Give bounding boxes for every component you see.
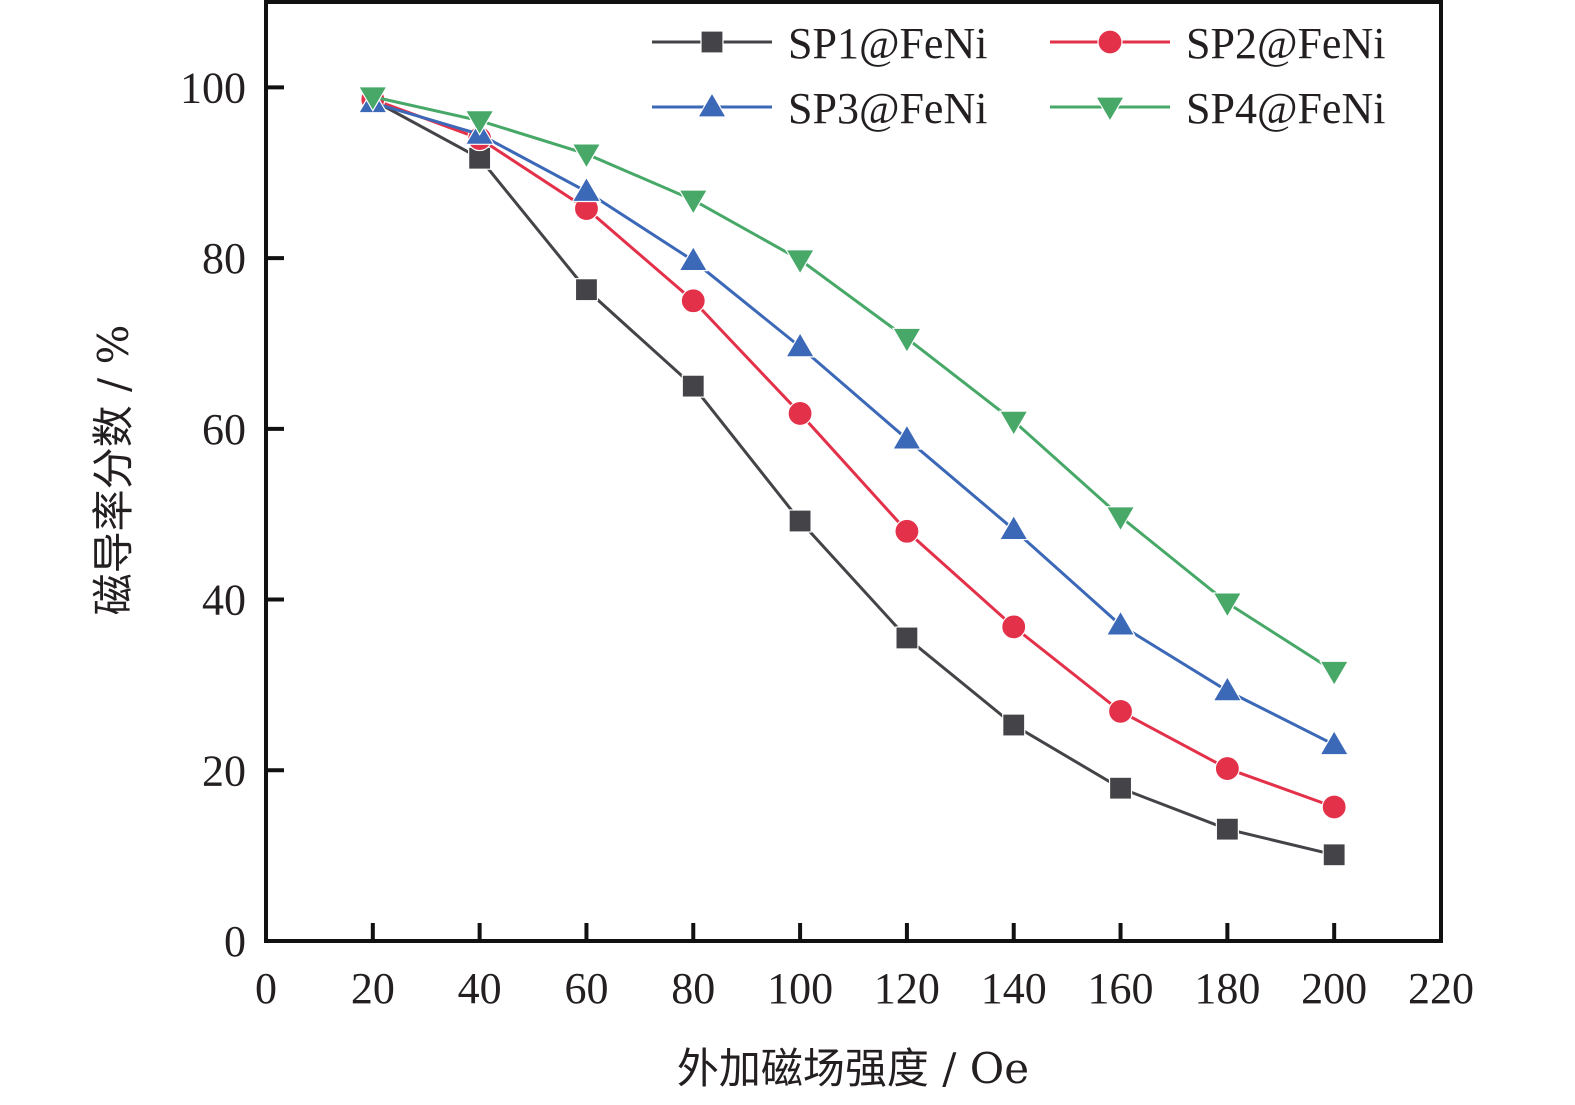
legend-marker [1094, 96, 1126, 123]
series-line [372, 95, 1335, 673]
legend-label: SP4@FeNi [1186, 84, 1385, 133]
legend-marker [700, 30, 724, 54]
data-point [1212, 675, 1243, 702]
y-tick-label: 80 [202, 234, 246, 283]
data-point [681, 374, 705, 398]
legend-marker [1097, 29, 1123, 55]
x-tick-label: 100 [767, 964, 833, 1013]
plot-frame [264, 0, 1443, 943]
series-sp1-feni [361, 88, 1346, 867]
data-point [1321, 794, 1347, 820]
x-tick-label: 200 [1301, 964, 1367, 1013]
ticks-layer: 0 20 40 60 80 100 120 140 160 180 200 220 0 20 40 60 80 1… [180, 63, 1474, 1013]
data-point [787, 400, 813, 427]
data-point [1319, 729, 1350, 756]
data-point [1319, 660, 1350, 687]
data-point [357, 86, 388, 112]
data-point [1105, 506, 1136, 532]
y-axis-title: 磁导率分数 / % [89, 325, 138, 616]
legend-label: SP3@FeNi [788, 84, 987, 133]
data-point [785, 331, 816, 358]
x-tick-label: 0 [255, 964, 277, 1013]
data-point [1001, 614, 1027, 640]
data-point [571, 176, 602, 203]
y-tick-label: 20 [202, 746, 246, 795]
x-tick-label: 180 [1194, 964, 1260, 1013]
data-point [785, 249, 816, 275]
legend: SP1@FeNi SP2@FeNi SP3@FeNi SP4@FeNi [652, 19, 1385, 133]
x-tick-label: 160 [1088, 964, 1154, 1013]
y-tick-label: 40 [202, 576, 246, 625]
data-point [1214, 755, 1240, 782]
data-point [1108, 776, 1133, 800]
data-point [1002, 713, 1026, 737]
data-point [1212, 592, 1243, 619]
y-tick-label: 100 [180, 63, 246, 112]
data-point [678, 189, 709, 216]
data-point [895, 626, 919, 650]
data-point [571, 143, 602, 170]
data-point [1215, 817, 1239, 841]
y-tick-label: 0 [224, 917, 246, 966]
legend-marker [696, 91, 728, 118]
legend-item: SP2@FeNi [1050, 19, 1385, 68]
data-point [891, 423, 922, 450]
series-sp4-feni [357, 86, 1350, 687]
series-layer [357, 86, 1350, 867]
data-point [574, 278, 599, 302]
data-point [680, 288, 706, 314]
x-tick-label: 120 [874, 964, 940, 1013]
data-point [1322, 843, 1346, 867]
data-point [788, 509, 812, 533]
data-point [998, 410, 1029, 437]
x-tick-label: 140 [981, 964, 1047, 1013]
series-line [372, 98, 1335, 857]
data-point [464, 110, 495, 136]
x-tick-label: 60 [564, 964, 608, 1013]
legend-item: SP4@FeNi [1050, 84, 1385, 133]
x-tick-label: 40 [458, 964, 502, 1013]
data-point [891, 327, 922, 354]
data-point [894, 518, 920, 544]
legend-label: SP2@FeNi [1186, 19, 1385, 68]
data-point [678, 245, 709, 272]
x-tick-label: 220 [1408, 964, 1474, 1013]
series-sp2-feni [360, 86, 1347, 820]
x-tick-label: 80 [671, 964, 715, 1013]
series-line [372, 97, 1335, 809]
series-line [372, 101, 1335, 747]
legend-label: SP1@FeNi [788, 19, 987, 68]
data-point [1107, 698, 1134, 724]
data-point [1105, 609, 1136, 636]
x-axis-title: 外加磁场强度 / Oe [677, 1044, 1029, 1093]
y-tick-label: 60 [202, 405, 246, 454]
series-sp3-feni [357, 87, 1350, 756]
legend-item: SP1@FeNi [652, 19, 987, 68]
legend-item: SP3@FeNi [652, 84, 987, 133]
x-tick-label: 20 [351, 964, 395, 1013]
data-point [998, 514, 1029, 541]
